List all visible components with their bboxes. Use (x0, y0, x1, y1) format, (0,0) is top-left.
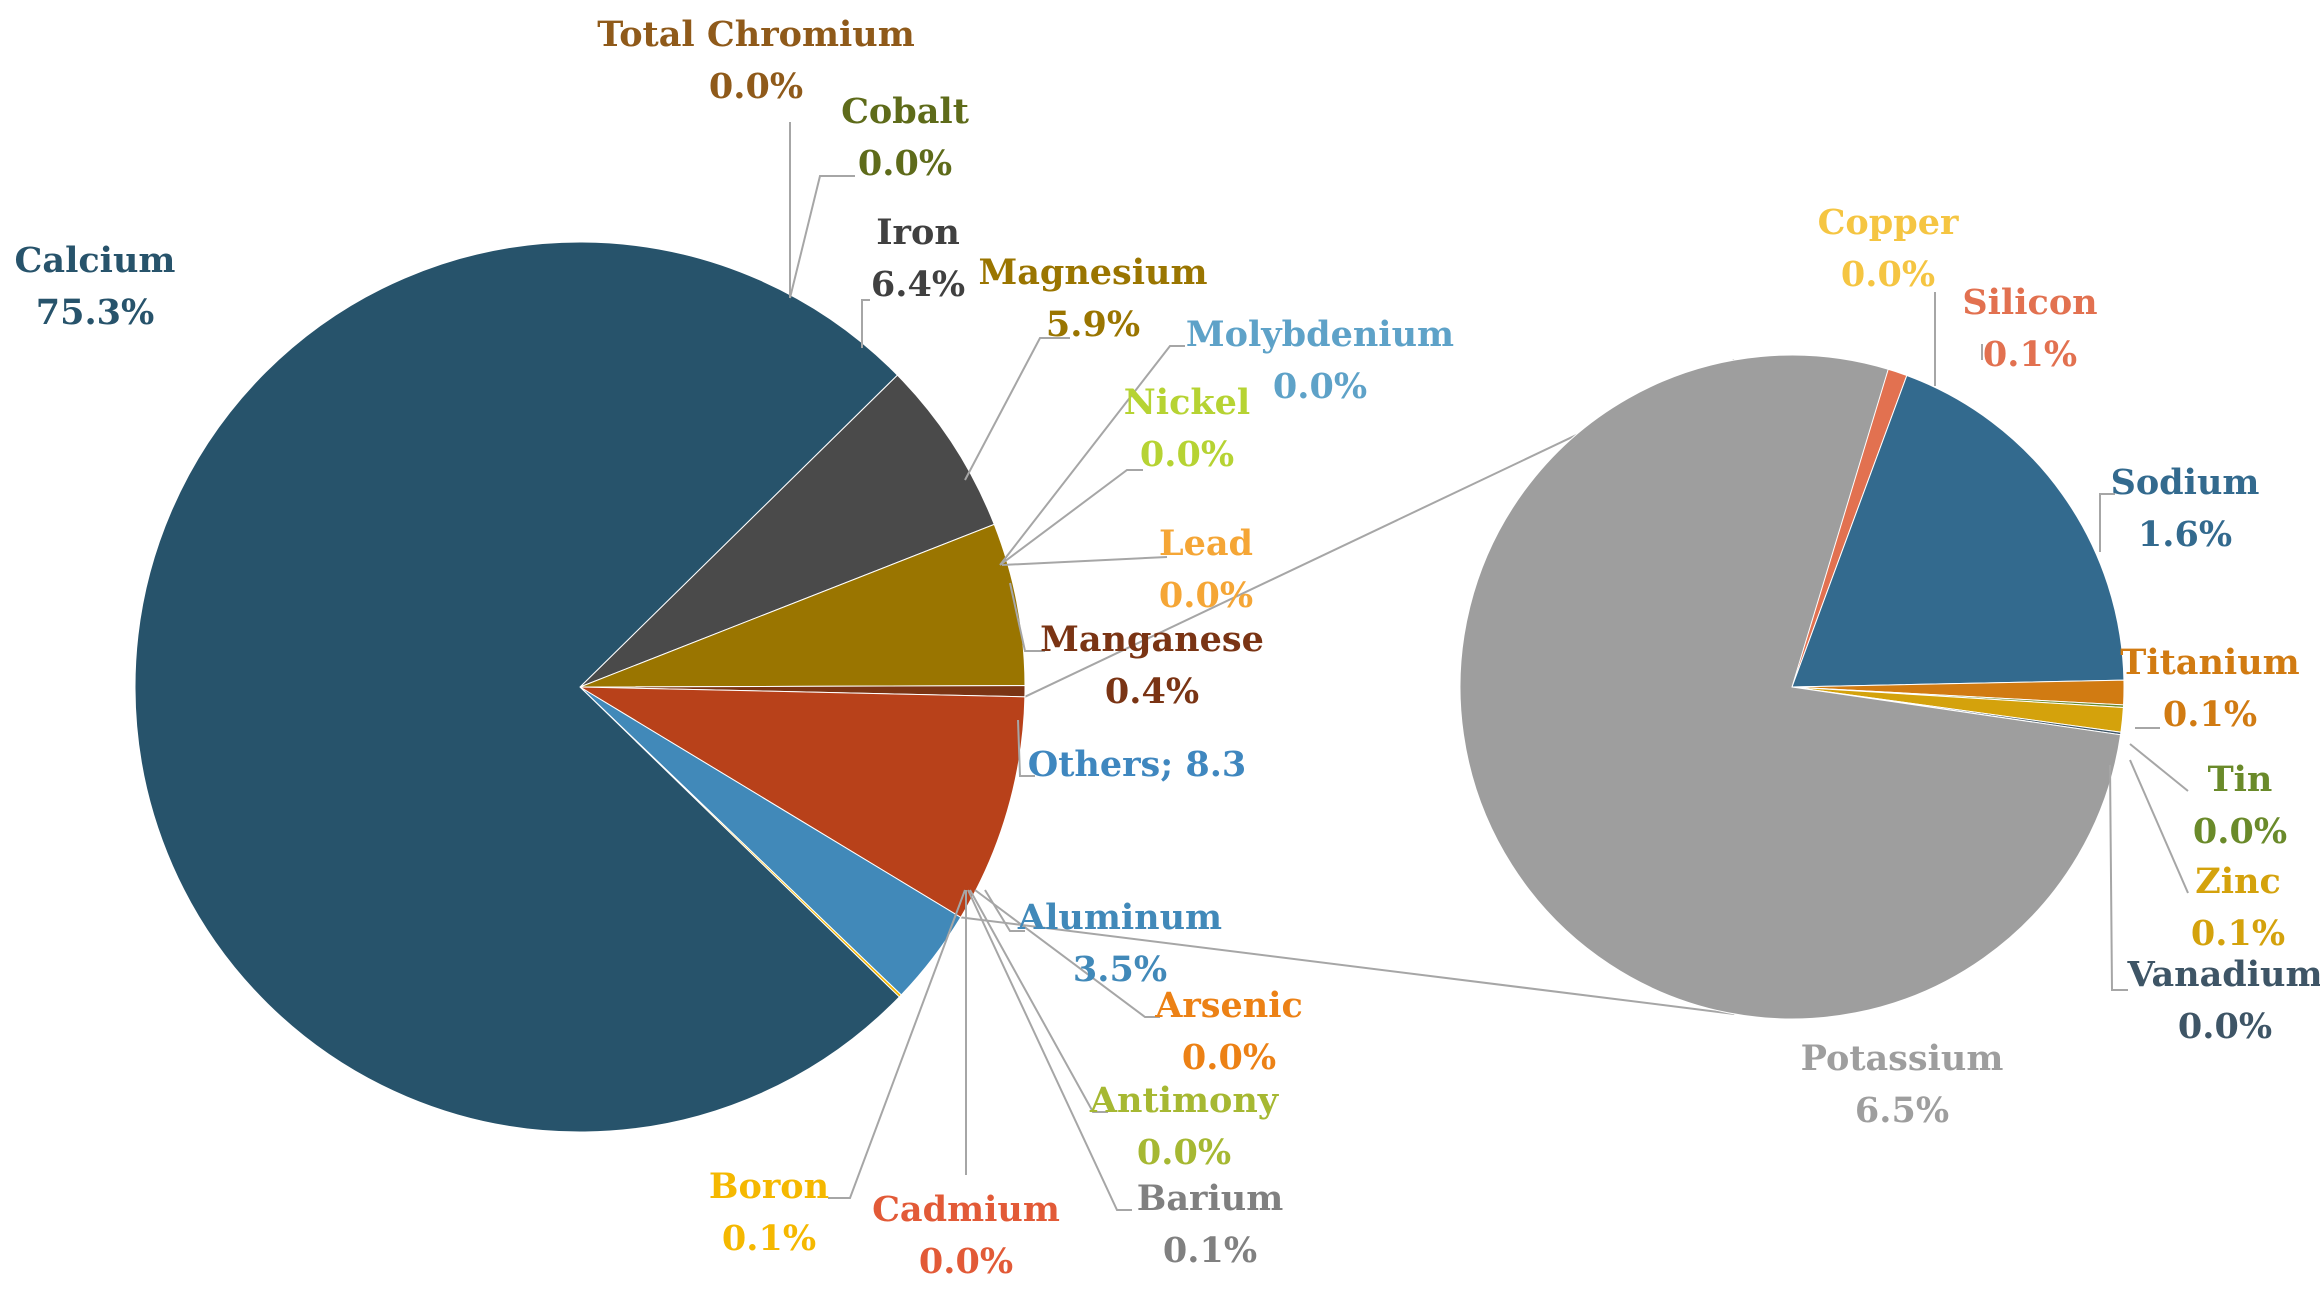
data-label-lead: Lead 0.0% (1159, 523, 1253, 616)
leader-line-lead (1001, 556, 1168, 566)
data-label-name: Zinc (2195, 861, 2281, 902)
data-label-antimony: Antimony 0.0% (1089, 1080, 1280, 1173)
data-label-manganese: Manganese 0.4% (1040, 619, 1264, 712)
data-label-name: Copper (1818, 202, 1959, 243)
leader-line-zinc (2129, 759, 2189, 894)
data-label-aluminum: Aluminum 3.5% (1017, 897, 1222, 990)
data-label-iron: Iron 6.4% (871, 212, 965, 305)
data-label-name: Boron (709, 1166, 829, 1207)
data-label-percent: 0.0% (2193, 811, 2287, 852)
leader-line-iron (861, 299, 870, 348)
pie-slice-sodium (1791, 374, 2125, 688)
data-label-barium: Barium 0.1% (1137, 1178, 1283, 1271)
data-label-tin: Tin 0.0% (2193, 759, 2287, 852)
data-label-percent: 0.1% (722, 1218, 816, 1259)
leader-line-tin (2129, 743, 2189, 792)
leader-line-molybdenium (999, 345, 1185, 566)
data-label-copper: Copper 0.0% (1818, 202, 1959, 295)
data-label-percent: 3.5% (1073, 949, 1167, 990)
leader-line-boron (828, 889, 966, 1199)
leader-lines (789, 122, 2189, 1211)
data-label-percent: 1.6% (2138, 514, 2232, 555)
data-label-percent: 6.5% (1855, 1090, 1949, 1131)
data-label-name: Nickel (1124, 382, 1250, 423)
pie-slice-calcium (134, 241, 901, 1133)
data-label-boron: Boron 0.1% (709, 1166, 829, 1259)
data-label-name: Tin (2208, 759, 2273, 800)
data-label-percent: 0.1% (1163, 1230, 1257, 1271)
data-label-percent: 0.0% (2178, 1006, 2272, 1047)
data-label-percent: 5.9% (1046, 304, 1140, 345)
data-label-percent: 0.0% (1140, 434, 1234, 475)
data-label-magnesium: Magnesium 5.9% (978, 252, 1207, 345)
data-label-name: Manganese (1040, 619, 1264, 660)
leader-line-barium (967, 889, 1132, 1211)
data-label-name: Others; 8.3 (1028, 744, 1247, 785)
data-label-percent: 0.0% (919, 1241, 1013, 1282)
data-label-percent: 0.0% (1273, 366, 1367, 407)
data-label-total-chromium: Total Chromium 0.0% (597, 14, 915, 107)
data-label-name: Magnesium (978, 252, 1207, 293)
data-label-name: Aluminum (1017, 897, 1222, 938)
data-label-name: Titanium (2120, 642, 2299, 683)
data-label-vanadium: Vanadium 0.0% (2127, 954, 2320, 1047)
pie-slice-iron (579, 374, 995, 688)
data-label-name: Molybdenium (1186, 314, 1454, 355)
data-label-zinc: Zinc 0.1% (2191, 861, 2285, 954)
leader-line-magnesium (964, 337, 1070, 481)
data-label-cadmium: Cadmium 0.0% (872, 1189, 1060, 1282)
data-label-percent: 0.0% (858, 143, 952, 184)
data-label-molybdenium: Molybdenium 0.0% (1186, 314, 1454, 407)
data-label-name: Total Chromium (597, 14, 915, 55)
data-label-calcium: Calcium 75.3% (15, 240, 176, 333)
data-label-name: Barium (1137, 1178, 1283, 1219)
data-label-percent: 0.0% (1159, 575, 1253, 616)
data-label-percent: 0.0% (1841, 254, 1935, 295)
data-label-titanium: Titanium 0.1% (2120, 642, 2299, 735)
data-label-percent: 6.4% (871, 264, 965, 305)
data-labels: Calcium 75.3% Iron 6.4% Magnesium 5.9% Mangane… (15, 14, 2320, 1282)
data-label-others-8-3: Others; 8.3 (1028, 744, 1247, 785)
data-label-name: Silicon (1962, 282, 2097, 323)
data-label-percent: 75.3% (36, 292, 155, 333)
data-label-name: Cadmium (872, 1189, 1060, 1230)
data-label-name: Cobalt (841, 91, 969, 132)
leader-line-arsenic (974, 889, 1160, 1018)
data-label-percent: 0.4% (1105, 671, 1199, 712)
leader-line-nickel (999, 469, 1143, 566)
pie-slice-magnesium (579, 523, 1026, 688)
data-label-cobalt: Cobalt 0.0% (841, 91, 969, 184)
data-label-name: Antimony (1089, 1080, 1280, 1121)
data-label-name: Iron (876, 212, 960, 253)
data-label-percent: 0.1% (2191, 913, 2285, 954)
data-label-name: Calcium (15, 240, 176, 281)
main-pie (134, 241, 1026, 1133)
data-label-name: Lead (1159, 523, 1253, 564)
pie-slice-potassium (1459, 354, 2122, 1020)
data-label-name: Potassium (1801, 1038, 2004, 1079)
leader-line-cobalt (789, 175, 855, 299)
data-label-potassium: Potassium 6.5% (1801, 1038, 2004, 1131)
data-label-name: Arsenic (1154, 985, 1303, 1026)
data-label-arsenic: Arsenic 0.0% (1154, 985, 1303, 1078)
data-label-nickel: Nickel 0.0% (1124, 382, 1250, 475)
data-label-percent: 0.0% (709, 66, 803, 107)
connector-line-2 (960, 916, 1735, 1015)
leader-line-others-8-3 (1017, 719, 1035, 777)
leader-line-sodium (2099, 493, 2115, 552)
leader-line-vanadium (2109, 764, 2128, 991)
data-label-percent: 0.0% (1182, 1037, 1276, 1078)
data-label-name: Vanadium (2127, 954, 2320, 995)
data-label-name: Sodium (2111, 462, 2260, 503)
data-label-percent: 0.0% (1137, 1132, 1231, 1173)
data-label-percent: 0.1% (1983, 334, 2077, 375)
data-label-percent: 0.1% (2163, 694, 2257, 735)
leader-line-antimony (969, 889, 1108, 1113)
leader-line-manganese (1009, 582, 1045, 652)
secondary-pie (1459, 354, 2125, 1020)
data-label-sodium: Sodium 1.6% (2111, 462, 2260, 555)
data-label-silicon: Silicon 0.1% (1962, 282, 2097, 375)
pie-slice-others-8-3 (578, 686, 1026, 919)
